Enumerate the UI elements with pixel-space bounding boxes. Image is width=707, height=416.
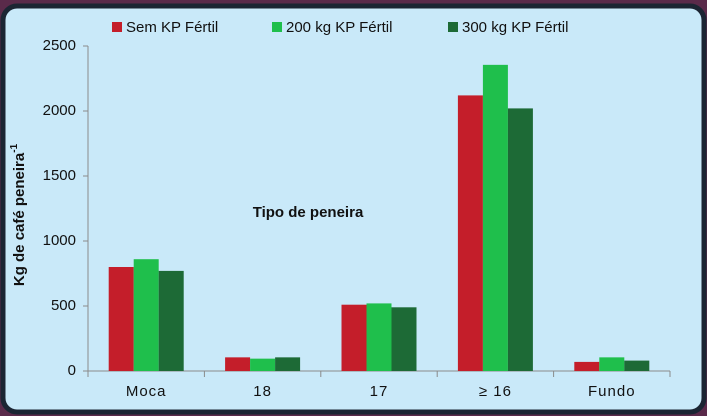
bar <box>574 361 600 371</box>
y-tick-label: 2500 <box>43 37 76 54</box>
bar <box>624 360 650 371</box>
bar <box>133 259 159 371</box>
x-tick-label: Moca <box>126 383 167 400</box>
x-axis-label: Tipo de peneira <box>253 204 364 221</box>
x-tick-label: Fundo <box>588 383 636 400</box>
y-label-main: Kg de café peneira <box>11 152 28 286</box>
y-tick-label: 500 <box>51 297 76 314</box>
bar <box>108 267 134 371</box>
bar <box>457 95 483 372</box>
bar <box>225 357 251 371</box>
x-tick-label: ≥ 16 <box>479 383 512 400</box>
legend-label: 300 kg KP Fértil <box>462 19 568 36</box>
bar <box>341 304 367 371</box>
bar <box>158 270 184 371</box>
bar <box>482 64 508 371</box>
x-tick-label: 17 <box>370 383 389 400</box>
legend-swatch <box>112 22 122 32</box>
y-tick-label: 1000 <box>43 232 76 249</box>
legend-label: 200 kg KP Fértil <box>286 19 392 36</box>
y-label-sup: -1 <box>9 143 20 152</box>
y-tick-label: 2000 <box>43 102 76 119</box>
bar <box>275 357 301 371</box>
bar <box>366 303 392 371</box>
y-axis-label: Kg de café peneira-1 <box>9 143 28 286</box>
bar <box>391 307 417 371</box>
legend-label: Sem KP Fértil <box>126 19 218 36</box>
y-tick-label: 0 <box>68 362 76 379</box>
legend-swatch <box>272 22 282 32</box>
bar <box>250 358 276 371</box>
y-tick-label: 1500 <box>43 167 76 184</box>
x-tick-label: 18 <box>253 383 272 400</box>
legend-swatch <box>448 22 458 32</box>
bar <box>599 357 625 371</box>
y-axis-title: Kg de café peneira-1 <box>9 143 28 286</box>
bar <box>507 108 533 372</box>
